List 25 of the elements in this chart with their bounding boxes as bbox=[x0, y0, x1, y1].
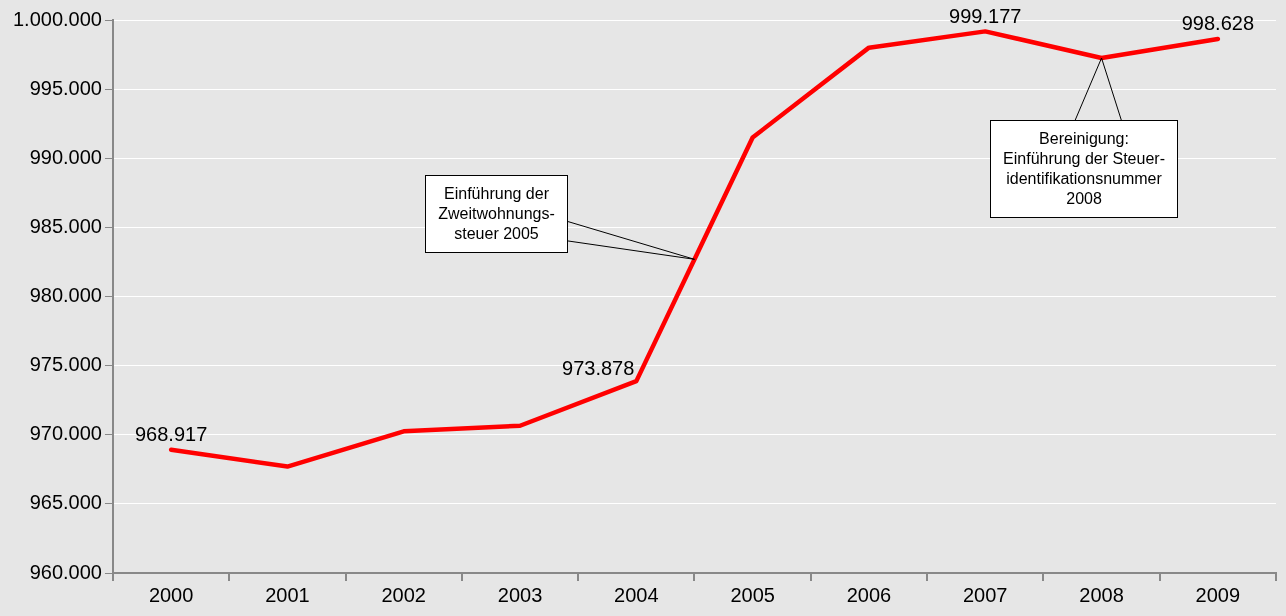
x-tick-label: 2006 bbox=[846, 583, 892, 606]
y-tick-label: 990.000 bbox=[29, 145, 102, 168]
x-tick-label: 2001 bbox=[265, 583, 310, 606]
y-tick-label: 980.000 bbox=[29, 284, 102, 307]
y-tick-label: 985.000 bbox=[29, 214, 102, 237]
data-label: 998.628 bbox=[1181, 12, 1254, 35]
x-tick-label: 2005 bbox=[730, 583, 775, 606]
y-tick-label: 995.000 bbox=[29, 76, 102, 99]
annotation: Einführung der Zweitwohnungs- steuer 2005 bbox=[425, 174, 568, 253]
y-tick-label: 975.000 bbox=[29, 353, 102, 376]
y-tick-label: 965.000 bbox=[29, 491, 102, 514]
data-label: 968.917 bbox=[134, 423, 208, 446]
data-label: 999.177 bbox=[949, 4, 1022, 27]
y-tick-label: 1.000.000 bbox=[12, 7, 102, 30]
x-tick-label: 2009 bbox=[1195, 583, 1241, 606]
annotation: Bereinigung: Einführung der Steuer- identifikationsnummer 2008 bbox=[990, 120, 1178, 219]
x-tick-label: 2004 bbox=[614, 583, 659, 606]
data-label: 973.878 bbox=[562, 356, 635, 379]
y-tick-label: 970.000 bbox=[29, 422, 102, 445]
x-tick-label: 2003 bbox=[497, 583, 543, 606]
x-tick-label: 2007 bbox=[962, 583, 1008, 606]
x-tick-label: 2000 bbox=[148, 583, 194, 606]
x-tick-label: 2008 bbox=[1079, 583, 1124, 606]
y-tick-label: 960.000 bbox=[29, 560, 102, 583]
x-tick-label: 2002 bbox=[381, 583, 426, 606]
